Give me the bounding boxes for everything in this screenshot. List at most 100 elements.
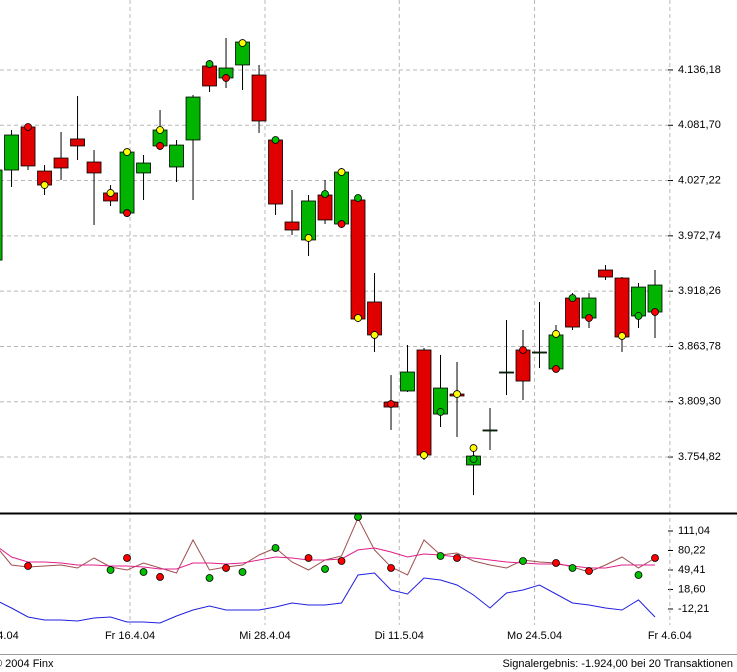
signal-dot [552,330,560,338]
y-tick-label: 18,60 [678,583,706,595]
signal-dot [453,554,461,562]
y-tick-label: 49,41 [678,564,706,576]
candle-body [202,65,217,87]
signal-dot [337,220,346,228]
y-tick-label: 3.754,82 [678,451,721,463]
x-tick-label: Mi 28.4.04 [239,630,290,642]
signal-dot [139,568,148,576]
candle-body [317,194,333,221]
candle-body [565,297,580,328]
candle-body [631,286,646,317]
signal-dot [106,189,115,197]
signal-dot [24,123,32,131]
candle-body [268,139,283,205]
signal-dot [123,148,131,156]
signal-dot [205,574,214,582]
candle-body [532,351,547,354]
signal-dot [634,571,643,579]
y-tick-label: 80,22 [678,544,706,556]
candle-body [70,138,85,147]
candle-body [400,371,415,392]
y-tick-label: 4.136,18 [678,64,721,76]
y-tick-label: 3.918,26 [678,285,721,297]
candle-body [334,171,349,225]
signal-dot [123,209,131,217]
signal-dot [354,314,362,322]
candle-body [251,74,267,122]
y-tick-label: -12,21 [678,603,709,615]
signal-dot [304,554,313,562]
signal-dot [271,544,280,552]
signal-dot [634,312,643,320]
signal-dot [321,190,329,198]
candle-body [499,371,514,374]
signal-dot [321,565,329,573]
signal-dot [651,308,659,316]
signal-dot [618,332,626,340]
candle-body [0,169,3,261]
signal-dot [568,564,577,572]
x-tick-label: Fr 16.4.04 [105,630,155,642]
signal-dot [568,294,577,302]
signal-dot [271,136,280,144]
signal-dot [420,451,428,459]
y-tick-label: 3.863,78 [678,340,721,352]
y-tick-label: 4.081,70 [678,119,721,131]
signal-dot [453,390,461,398]
signal-dot [304,234,313,242]
signal-dot [123,554,131,562]
grid-layer: 4.136,18 4.081,70 4.027,22 3.972,74 3.918,26… [0,0,721,642]
candle-body [20,126,36,167]
signal-dot [370,331,379,339]
y-tick-label: 4.027,22 [678,174,721,186]
signal-dot [106,566,115,574]
candle-body [169,144,184,168]
signal-dot [552,365,560,373]
signal-dot [585,314,593,322]
signal-dot [337,168,346,176]
marks-layer [0,37,663,624]
candle-body [53,157,69,169]
result: Signalergebnis: -1.924,00 bei 20 Transak… [502,658,733,670]
signal-dot [469,444,478,452]
signal-dot [205,60,214,68]
signal-dot [222,74,230,82]
signal-dot [387,400,395,408]
y-tick-label: 3.972,74 [678,230,721,242]
candle-body [614,277,630,338]
candle-body [301,200,316,241]
x-tick-label: Fr 2.4.04 [0,630,19,642]
signal-dot [156,573,164,581]
candle-body [350,199,366,320]
signal-dot [337,557,346,565]
candle-body [515,349,531,382]
signal-dot [519,346,527,354]
candle-body [647,284,663,313]
signal-dot [354,194,362,202]
signal-dot [156,142,164,150]
candle-body [136,162,151,174]
signal-dot [469,455,478,463]
signal-dot [238,568,247,576]
candle-body [482,429,498,432]
signal-dot [651,554,659,562]
signal-dot [387,564,395,572]
candle-body [367,301,382,336]
x-tick-label: Mo 24.5.04 [507,630,562,642]
signal-dot [156,126,164,134]
x-tick-label: Di 11.5.04 [375,630,424,642]
indicator-line [0,547,655,570]
candle-body [416,349,432,456]
y-tick-label: 111,04 [678,525,710,537]
candle-body [185,96,201,141]
candle-body [4,134,19,171]
signal-dot [24,562,32,570]
x-tick-label: Fr 4.6.04 [648,630,692,642]
candle-body [119,151,135,214]
signal-dot [436,552,445,560]
signal-dot [238,39,247,47]
candle-body [598,269,613,278]
signal-dot [552,559,560,567]
